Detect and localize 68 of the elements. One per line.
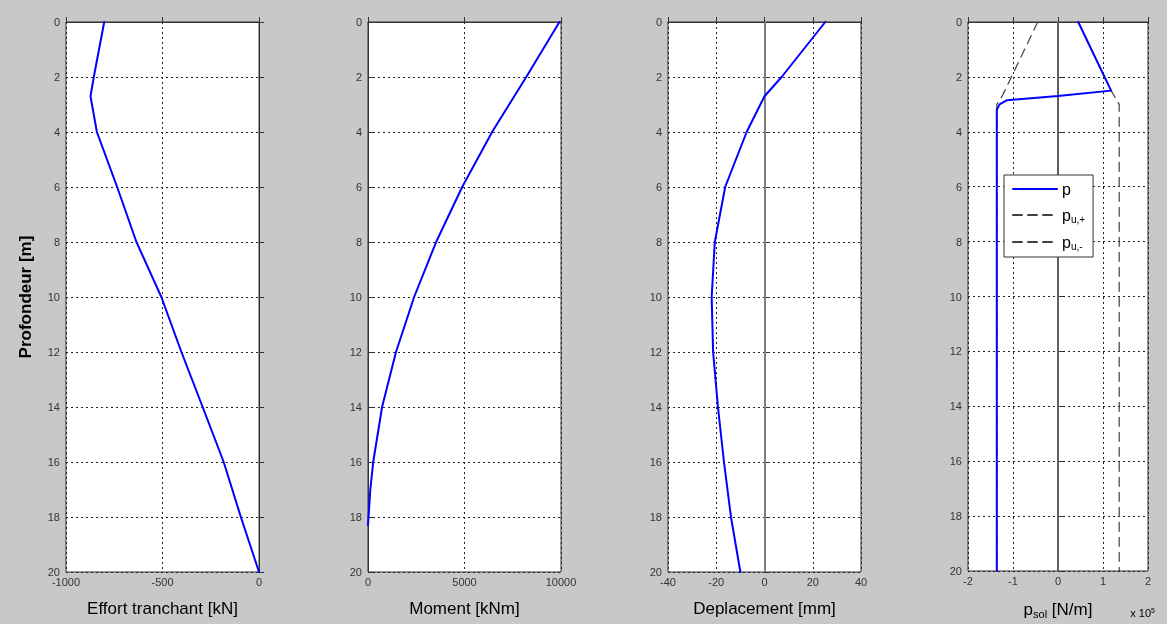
y-tick-label: 10 — [47, 291, 60, 303]
y-tick-label: 2 — [655, 71, 662, 83]
x-tick-label: -1000 — [51, 575, 81, 588]
y-tick-label: 6 — [655, 181, 662, 193]
y-tick-label: 8 — [53, 236, 60, 248]
x-tick-label: -40 — [660, 575, 676, 588]
y-tick-label: 12 — [649, 346, 662, 358]
y-tick-label: 18 — [649, 511, 662, 523]
y-tick-label: 16 — [649, 456, 662, 468]
y-tick-label: 10 — [949, 290, 962, 303]
y-tick-label: 14 — [949, 400, 962, 413]
x-tick-label: 40 — [854, 575, 868, 588]
y-tick-label: 4 — [355, 126, 362, 138]
y-tick-label: 18 — [949, 510, 962, 523]
y-tick-label: 6 — [53, 181, 60, 193]
y-tick-label: 2 — [355, 71, 362, 83]
y-tick-label: 4 — [655, 126, 662, 138]
line-series — [710, 21, 827, 573]
line-series — [995, 21, 1113, 572]
y-tick-label: 0 — [955, 16, 962, 28]
y-tick-label: 2 — [53, 71, 60, 83]
y-tick-label: 6 — [955, 180, 962, 193]
y-tick-label: 18 — [349, 511, 362, 523]
y-tick-label: 16 — [949, 455, 962, 468]
x-tick-label: -1 — [1008, 574, 1018, 587]
y-tick-label: 12 — [349, 346, 362, 358]
x-tick-label: 1 — [1099, 574, 1107, 587]
x-tick-label: 20 — [806, 575, 819, 588]
line-series — [367, 21, 561, 527]
y-tick-label: 0 — [655, 16, 662, 28]
x-tick-label: -20 — [708, 575, 725, 588]
y-tick-label: 8 — [355, 236, 362, 248]
y-tick-label: 14 — [649, 401, 662, 413]
y-tick-label: 10 — [349, 291, 362, 303]
y-tick-label: 2 — [955, 70, 962, 83]
y-tick-label: 20 — [47, 566, 60, 578]
y-tick-label: 4 — [955, 125, 962, 138]
x-axis-title: Deplacement [mm] — [693, 599, 836, 618]
x-tick-label: 10000 — [545, 575, 577, 588]
y-tick-label: 0 — [53, 16, 60, 28]
y-tick-label: 16 — [47, 456, 60, 468]
y-tick-label: 12 — [949, 345, 962, 358]
y-axis-title: Profondeur [m] — [16, 235, 35, 359]
y-tick-label: 20 — [649, 566, 662, 578]
x-tick-label: 2 — [1144, 574, 1152, 587]
y-tick-label: 4 — [53, 126, 60, 138]
y-tick-label: 20 — [349, 566, 362, 578]
y-tick-label: 14 — [349, 401, 362, 413]
y-tick-label: 16 — [349, 456, 362, 468]
y-tick-label: 12 — [47, 346, 60, 358]
x-tick-label: -500 — [151, 575, 174, 588]
x-tick-label: 0 — [761, 575, 768, 588]
y-tick-label: 14 — [47, 401, 60, 413]
x-tick-label: 0 — [364, 575, 372, 588]
y-tick-label: 8 — [955, 235, 962, 248]
legend-label: p — [1062, 180, 1071, 198]
x-axis-title: Moment [kNm] — [409, 599, 520, 618]
y-tick-label: 10 — [649, 291, 662, 303]
x-tick-label: 0 — [255, 575, 263, 588]
y-tick-label: 6 — [355, 181, 362, 193]
y-tick-label: 0 — [355, 16, 362, 28]
y-tick-label: 18 — [47, 511, 60, 523]
x-axis-title: Effort tranchant [kN] — [87, 599, 238, 618]
y-tick-label: 20 — [949, 565, 962, 577]
x-tick-label: 5000 — [452, 575, 477, 588]
y-tick-label: 8 — [655, 236, 662, 248]
x-tick-label: 0 — [1054, 574, 1062, 587]
x-tick-label: -2 — [963, 574, 973, 587]
